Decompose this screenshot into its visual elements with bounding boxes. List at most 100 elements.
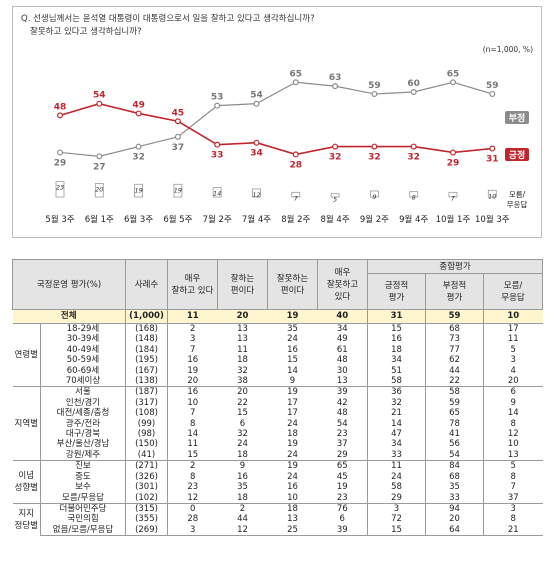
total-row: 전체 (1,000) 11 20 19 40 31 59 10 bbox=[12, 309, 543, 324]
table-row: 대구/경북 (98) 14 32 18 23 47 41 12 bbox=[13, 429, 543, 440]
cell-n: (326) bbox=[125, 471, 168, 483]
cell-c4: 19 bbox=[317, 482, 368, 493]
cell-n: (184) bbox=[125, 344, 168, 356]
table-row: 중도 (326) 8 16 24 45 24 68 8 bbox=[13, 471, 543, 483]
series-point bbox=[174, 133, 181, 140]
row-label: 서울 bbox=[40, 386, 126, 398]
cell-pos: 21 bbox=[367, 408, 426, 419]
cell-pos: 36 bbox=[367, 386, 426, 398]
cell-c4: 61 bbox=[317, 344, 368, 356]
total-c2: 20 bbox=[217, 309, 268, 324]
cell-pos: 15 bbox=[367, 323, 426, 335]
dont-know-bar bbox=[173, 183, 183, 198]
x-tick-label: 6월 5주 bbox=[163, 214, 192, 225]
row-label: 보수 bbox=[40, 482, 126, 493]
cell-pos: 72 bbox=[367, 514, 426, 525]
legend-dont-know-label-2: 무응답 bbox=[507, 199, 528, 209]
cell-pos: 34 bbox=[367, 355, 426, 366]
series-point bbox=[96, 100, 103, 107]
series-point bbox=[135, 143, 142, 150]
legend-negative-label: 부정 bbox=[509, 112, 526, 124]
header-group: 국정운영 평가(%) bbox=[12, 259, 126, 310]
x-axis-labels: 5월 3주 6월 1주 6월 3주 6월 5주 7월 2주 7월 4주 8월 2주 8월 4주… bbox=[45, 214, 509, 225]
cell-c4: 48 bbox=[317, 355, 368, 366]
group-label: 지역별 bbox=[12, 386, 41, 461]
cell-c3: 13 bbox=[287, 514, 298, 525]
table-row: 40-49세 (184) 7 11 16 61 18 77 5 bbox=[13, 344, 543, 356]
cell-c3: 15 bbox=[287, 355, 298, 366]
x-tick-label: 6월 3주 bbox=[124, 214, 153, 225]
row-label: 60-69세 bbox=[40, 365, 126, 377]
data-label: 65 bbox=[447, 69, 460, 79]
dont-know-bars: 23 20 19 19 14 12 7 5 9 8 7 10 bbox=[55, 181, 497, 204]
legend-negative-swatch bbox=[505, 111, 529, 124]
cell-dk: 5 bbox=[510, 344, 516, 355]
row-label: 모름/무응답 bbox=[40, 492, 126, 504]
cell-c4: 39 bbox=[317, 386, 368, 398]
data-label: 28 bbox=[290, 160, 303, 170]
series-point bbox=[214, 141, 221, 148]
dont-know-bar bbox=[409, 191, 419, 198]
cell-c3: 24 bbox=[287, 449, 298, 460]
cell-dk: 3 bbox=[483, 502, 543, 515]
total-c1: 11 bbox=[167, 309, 218, 324]
x-tick-label: 7월 2주 bbox=[203, 214, 232, 225]
series-point bbox=[410, 143, 417, 150]
cell-n: (98) bbox=[125, 429, 168, 440]
series-point bbox=[489, 145, 496, 152]
series-point bbox=[96, 153, 103, 160]
cell-c4: 48 bbox=[317, 408, 368, 419]
data-label: 37 bbox=[172, 143, 185, 153]
legend-dont-know-label: 모름/ bbox=[509, 190, 526, 199]
cell-n: (301) bbox=[125, 482, 168, 493]
cell-c1: 16 bbox=[167, 386, 218, 398]
cell-c4: 29 bbox=[317, 449, 368, 461]
data-label: 29 bbox=[447, 158, 460, 168]
cell-c3: 17 bbox=[287, 397, 298, 408]
header-very-bad: 매우 잘못하고 있다 bbox=[317, 259, 368, 310]
dont-know-bar bbox=[94, 183, 104, 198]
cell-pos: 47 bbox=[367, 429, 426, 440]
cell-c2: 44 bbox=[237, 514, 248, 525]
evaluation-table: 국정운영 평가(%) 사례수 매우 잘하고 있다 잘하는 편이다 잘못하는 편이… bbox=[12, 259, 544, 537]
series-point bbox=[450, 149, 457, 156]
cell-pos: 16 bbox=[367, 334, 426, 345]
cell-pos: 33 bbox=[367, 449, 426, 461]
cell-c2: 13 bbox=[237, 334, 248, 345]
header-very-good: 매우 잘하고 있다 bbox=[167, 259, 218, 310]
table-row: 지역별 서울 (187) 16 20 19 39 36 58 6 bbox=[12, 386, 543, 461]
data-label: 60 bbox=[407, 79, 420, 89]
cell-n: (168) bbox=[125, 323, 168, 335]
cell-pos: 24 bbox=[367, 471, 426, 483]
cell-n: (271) bbox=[125, 460, 168, 472]
cell-c1: 15 bbox=[187, 449, 199, 460]
cell-n: (187) bbox=[125, 386, 168, 398]
cell-c4: 37 bbox=[317, 439, 368, 450]
dont-know-bar bbox=[330, 193, 340, 198]
dont-know-label: 5 bbox=[333, 196, 337, 204]
cell-c1: 3 bbox=[190, 334, 196, 345]
cell-neg: 64 bbox=[425, 524, 484, 537]
cell-c4: 54 bbox=[317, 418, 368, 430]
legend-positive-label: 긍정 bbox=[509, 149, 526, 161]
chart-svg: Q. 선생님께서는 윤석열 대통령이 대통령으로서 일을 잘하고 있다고 생각하… bbox=[21, 13, 533, 225]
cell-c2: 2 bbox=[217, 502, 268, 515]
cell-pos: 11 bbox=[367, 460, 426, 472]
dont-know-bar bbox=[448, 191, 458, 198]
data-label: 63 bbox=[329, 73, 342, 83]
x-tick-label: 9월 2주 bbox=[360, 214, 389, 225]
cell-c2: 20 bbox=[217, 386, 268, 398]
cell-neg: 20 bbox=[425, 514, 484, 525]
data-label: 32 bbox=[407, 153, 420, 163]
row-label: 부산/울산/경남 bbox=[40, 439, 126, 450]
table-row: 보수 (301) 23 35 16 19 58 35 7 bbox=[13, 482, 543, 493]
series-point bbox=[410, 88, 417, 95]
dont-know-label: 10 bbox=[488, 192, 496, 200]
cell-neg: 58 bbox=[425, 386, 484, 398]
series-point bbox=[253, 139, 260, 146]
cell-pos: 32 bbox=[367, 397, 426, 409]
series-point bbox=[174, 118, 181, 125]
row-label: 18-29세 bbox=[40, 323, 126, 335]
cell-c3: 24 bbox=[287, 334, 298, 345]
